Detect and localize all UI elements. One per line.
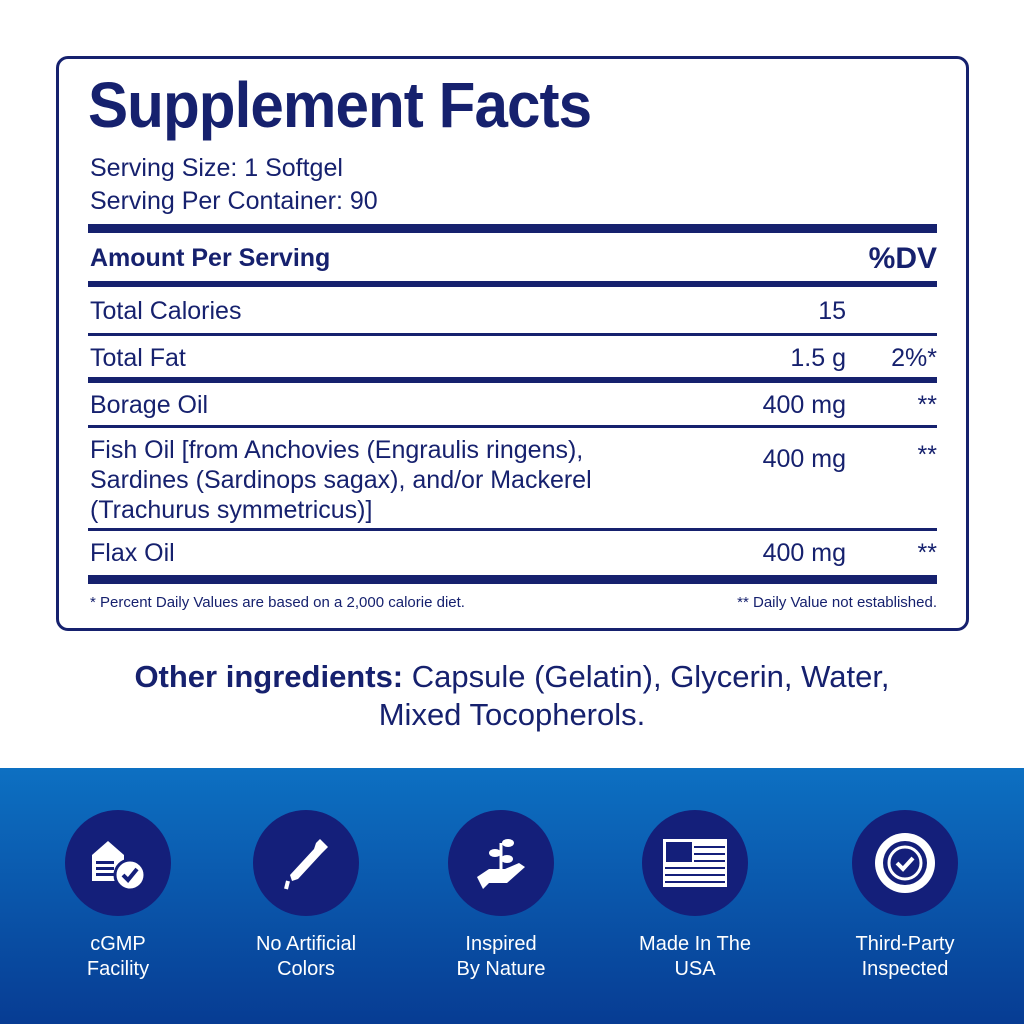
other-ingredients: Other ingredients: Capsule (Gelatin), Gl…	[0, 658, 1024, 734]
badge-label: Third-Party	[855, 933, 955, 955]
badge-inspired-by-nature: Inspired By Nature	[411, 810, 591, 982]
badge-label: Facility	[86, 958, 150, 980]
row-flax-oil: Flax Oil	[90, 539, 175, 567]
supplement-facts-panel	[56, 56, 969, 631]
row-amount: 400 mg	[762, 539, 846, 567]
servings-per-container: Serving Per Container: 90	[90, 187, 378, 215]
row-dv: **	[917, 441, 937, 469]
other-ingredients-text: Mixed Tocopherols.	[378, 697, 646, 732]
footnote-dv: * Percent Daily Values are based on a 2,…	[90, 594, 465, 611]
amount-per-serving-header: Amount Per Serving	[90, 244, 331, 272]
divider	[88, 575, 937, 584]
badge-label: No Artificial	[255, 933, 357, 955]
hand-sprout-icon	[477, 839, 525, 889]
badge-label: Inspired	[465, 933, 537, 955]
badge-label: Colors	[277, 958, 335, 980]
row-total-fat: Total Fat	[90, 344, 186, 372]
row-amount: 1.5 g	[790, 344, 846, 372]
panel-title: Supplement Facts	[88, 69, 592, 141]
badge-label: USA	[674, 958, 716, 980]
seal-check-icon	[875, 833, 935, 893]
badge-made-in-usa: Made In The USA	[605, 810, 785, 982]
badge-cgmp: cGMP Facility	[28, 810, 208, 982]
badge-label: cGMP	[90, 933, 146, 955]
row-fish-oil-line: Fish Oil [from Anchovies (Engraulis ring…	[90, 436, 584, 464]
row-amount: 400 mg	[762, 391, 846, 419]
row-dv: **	[917, 539, 937, 567]
serving-size: Serving Size: 1 Softgel	[90, 154, 343, 182]
dv-header: %DV	[868, 242, 937, 275]
badge-label: Made In The	[639, 933, 751, 955]
divider	[88, 528, 937, 531]
other-ingredients-label: Other ingredients:	[134, 659, 404, 694]
row-fish-oil-line: Sardines (Sardinops sagax), and/or Macke…	[90, 466, 592, 494]
other-ingredients-text: Capsule (Gelatin), Glycerin, Water,	[403, 659, 890, 694]
badge-label: By Nature	[456, 958, 546, 980]
divider	[88, 333, 937, 336]
row-amount: 400 mg	[762, 445, 846, 473]
divider	[88, 281, 937, 287]
usa-flag-icon	[663, 839, 727, 887]
badge-label: Inspected	[861, 958, 949, 980]
dropper-icon	[284, 839, 328, 890]
row-fish-oil-line: (Trachurus symmetricus)]	[90, 496, 373, 524]
badge-no-artificial-colors: No Artificial Colors	[216, 810, 396, 982]
row-amount: 15	[818, 297, 846, 325]
row-dv: 2%*	[891, 344, 937, 372]
divider	[88, 425, 937, 428]
row-dv: **	[917, 391, 937, 419]
badge-third-party-inspected: Third-Party Inspected	[815, 810, 995, 982]
factory-check-icon	[92, 841, 147, 892]
divider	[88, 377, 937, 383]
footnote-not-established: ** Daily Value not established.	[737, 594, 937, 611]
row-borage-oil: Borage Oil	[90, 391, 209, 419]
row-total-calories: Total Calories	[90, 297, 242, 325]
divider	[88, 224, 937, 233]
